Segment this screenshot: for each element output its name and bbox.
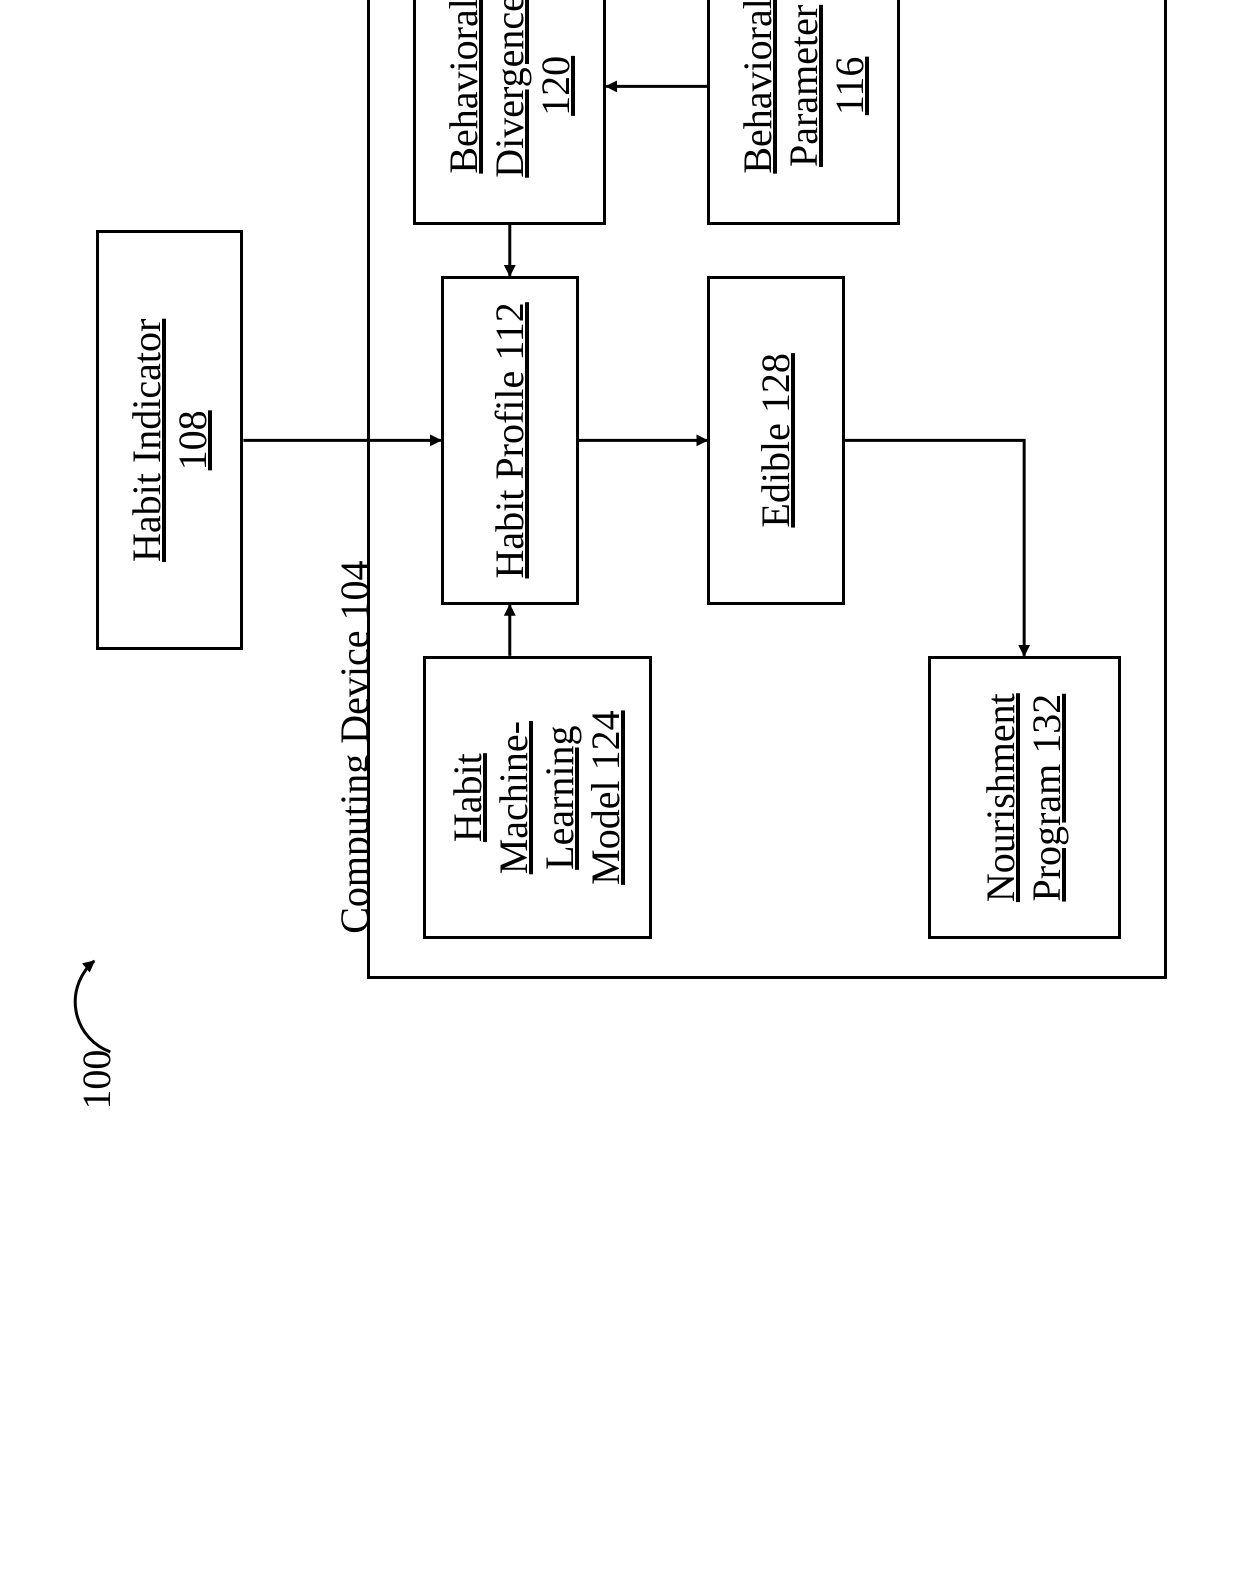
node-habit-ml: Habit Machine-Learning Model 124 — [423, 656, 653, 940]
node-label: Habit Indicator 108 — [118, 311, 222, 570]
node-habit-profile: Habit Profile 112 — [441, 276, 579, 605]
ref: 116 — [827, 57, 872, 116]
node-label: Habit Profile 112 — [481, 294, 539, 586]
line: Divergence — [487, 0, 532, 178]
diagram-canvas: 100Computing Device 104 Habit Indicator … — [0, 0, 1240, 1588]
node-behavioral-divergence: Behavioral Divergence 120 — [413, 0, 606, 225]
node-label: Behavioral Divergence 120 — [435, 0, 585, 186]
node-behavioral-parameter: Behavioral Parameter 116 — [707, 0, 900, 225]
line: Nourishment — [978, 693, 1023, 902]
node-label: Habit Machine-Learning Model 124 — [439, 659, 635, 937]
node-nourishment: Nourishment Program 132 — [928, 656, 1121, 940]
line: Habit — [445, 753, 490, 842]
line: Program 132 — [1024, 694, 1069, 902]
node-habit-indicator: Habit Indicator 108 — [96, 231, 243, 651]
line: Behavioral — [441, 0, 486, 174]
line: Habit Indicator — [124, 319, 169, 562]
line: Model 124 — [583, 710, 628, 884]
node-label: Behavioral Parameter 116 — [729, 0, 879, 182]
reference-label: 100 — [73, 1050, 120, 1110]
line: Machine-Learning — [491, 721, 582, 874]
node-edible: Edible 128 — [707, 276, 845, 605]
line: Behavioral — [735, 0, 780, 174]
node-label: Edible 128 — [747, 345, 805, 535]
line: Parameter — [781, 5, 826, 167]
node-label: Nourishment Program 132 — [972, 685, 1076, 910]
ref: 108 — [170, 410, 215, 470]
ref: 120 — [533, 56, 578, 116]
